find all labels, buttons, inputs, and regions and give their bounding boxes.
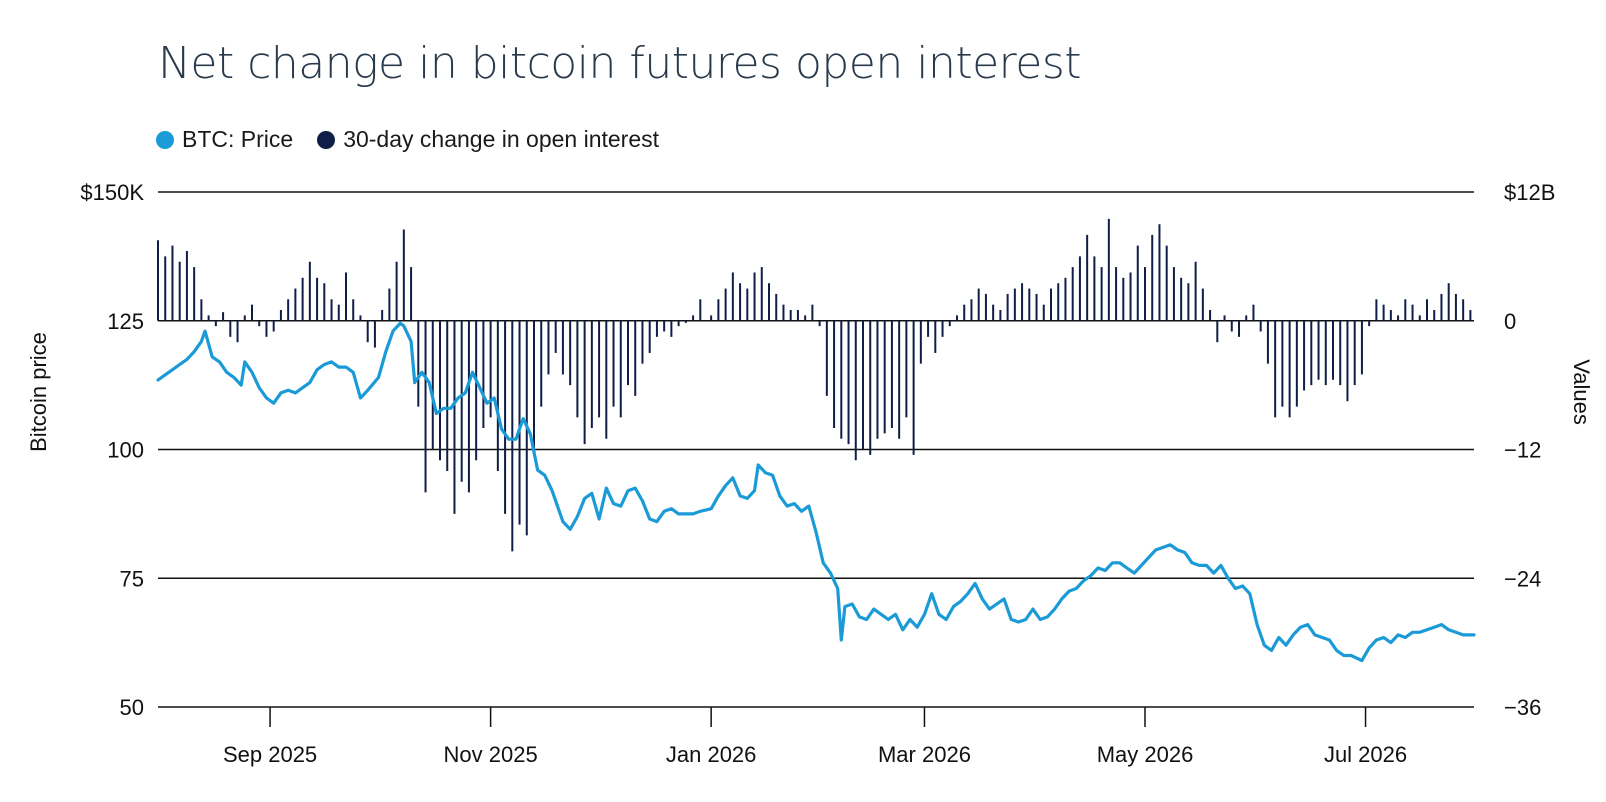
y-left-tick-label: 75 xyxy=(120,566,144,591)
x-tick-label: Mar 2026 xyxy=(878,742,971,767)
x-tick-label: Jul 2026 xyxy=(1324,742,1407,767)
y-left-tick-label: 100 xyxy=(107,438,144,463)
y-right-tick-label: 0 xyxy=(1504,309,1516,334)
legend-dot-open-interest xyxy=(317,130,336,149)
grid-lines xyxy=(158,191,1474,708)
price-line xyxy=(156,321,1476,663)
y-left-tick-label: $150K xyxy=(80,180,144,205)
price-line-group xyxy=(156,321,1476,663)
open-interest-bars xyxy=(157,218,1472,552)
y-left-axis-title: Bitcoin price xyxy=(26,332,51,452)
x-tick-label: Sep 2025 xyxy=(223,742,317,767)
y-left-tick-label: 125 xyxy=(107,309,144,334)
legend-label-price: BTC: Price xyxy=(182,126,294,152)
y-right-tick-label: $12B xyxy=(1504,180,1555,205)
legend-item-price: BTC: Price xyxy=(156,126,293,153)
legend: BTC: Price 30-day change in open interes… xyxy=(156,126,659,153)
x-tick-label: Jan 2026 xyxy=(666,742,757,767)
x-tick-label: May 2026 xyxy=(1097,742,1194,767)
y-right-tick-label: −12 xyxy=(1504,438,1541,463)
legend-label-open-interest: 30-day change in open interest xyxy=(343,126,660,152)
chart-title: Net change in bitcoin futures open inter… xyxy=(158,38,1082,89)
y-left-tick-label: 50 xyxy=(120,695,144,720)
x-tick-label: Nov 2025 xyxy=(444,742,538,767)
legend-dot-price xyxy=(156,130,174,149)
y-right-tick-label: −24 xyxy=(1504,566,1541,591)
axis-ticks: $150K 125 100 75 50 $12B 0 −12 −24 −36 Sep 2025 Nov… xyxy=(80,180,1555,767)
y-right-axis-title: Values xyxy=(1569,359,1594,425)
y-right-tick-label: −36 xyxy=(1504,695,1541,720)
legend-item-open-interest: 30-day change in open interest xyxy=(317,126,659,153)
